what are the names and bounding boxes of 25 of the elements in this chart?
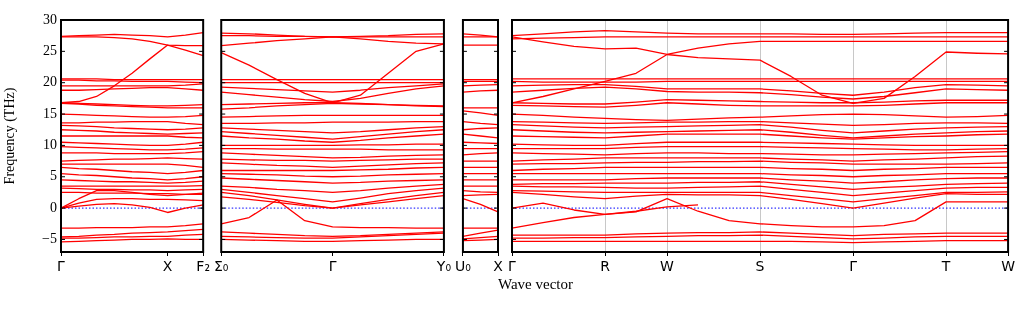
x-tick-label: W [1001,258,1016,275]
y-tick-label: −5 [42,231,57,247]
y-axis-title: Frequency (THz) [2,87,19,185]
x-tick-label: Γ [328,258,337,275]
x-tick-label: X [162,258,173,275]
x-axis-title: Wave vector [497,276,574,293]
y-tick-label: 15 [43,105,57,121]
x-tick-label: Y₀ [435,258,452,275]
y-tick-label: 25 [43,43,57,59]
y-tick-label: 5 [50,168,57,184]
x-tick-label: Γ [57,258,66,275]
x-tick-label: Σ₀ [213,258,229,275]
y-tick-label: 10 [43,137,57,153]
x-tick-label: W [660,258,675,275]
x-tick-label: Γ [849,258,858,275]
x-tick-label: X [493,258,504,275]
y-tick-label: 0 [50,199,57,215]
x-tick-label: F₂ [196,258,210,275]
x-tick-label: S [755,258,765,275]
x-tick-label: U₀ [455,258,472,275]
x-tick-label: R [600,258,611,275]
y-tick-label: 30 [43,11,57,27]
y-tick-label: 20 [43,74,57,90]
x-tick-label: T [940,258,951,275]
x-tick-label: Γ [508,258,517,275]
